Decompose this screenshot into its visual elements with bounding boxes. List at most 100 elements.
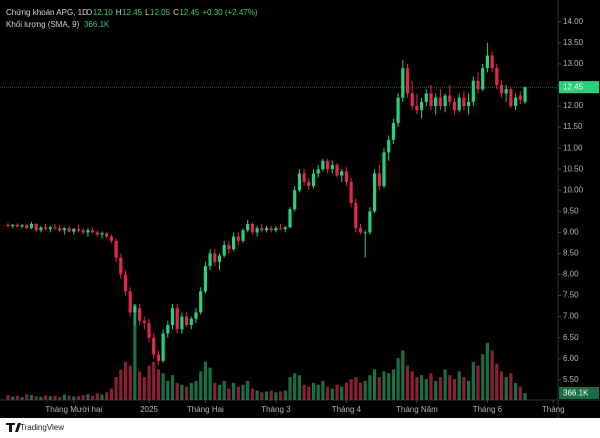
candle-body	[58, 228, 62, 231]
candle-body	[434, 97, 438, 107]
volume-bar	[373, 369, 377, 400]
volume-bar	[175, 382, 179, 400]
volume-bar	[100, 394, 104, 400]
header: Chứng khoán APG, 1D O 12.10 H 12.45 L 12.05 C 1…	[6, 8, 258, 29]
candle-body	[128, 291, 132, 313]
candle-body	[137, 308, 142, 321]
candle-body	[368, 211, 372, 233]
candle-body	[476, 80, 480, 90]
x-tick-label: Tháng 4	[332, 405, 362, 414]
title: Chứng khoán APG, 1D	[6, 8, 88, 17]
volume-bar	[307, 386, 311, 400]
candle-body	[175, 308, 179, 330]
volume-bar	[222, 380, 226, 400]
candle-body	[307, 181, 311, 187]
volume-bar	[184, 386, 189, 400]
x-tick-label: Tháng Mười hai	[45, 405, 102, 414]
volume-bar	[354, 377, 358, 400]
volume-bar	[429, 373, 433, 400]
candle-body	[316, 169, 320, 174]
ohlc-key: L	[145, 8, 150, 17]
candle-body	[401, 68, 405, 98]
x-tick-label: 2025	[140, 405, 158, 414]
y-tick-label: 13.00	[563, 59, 584, 68]
candle-body	[119, 257, 123, 275]
candle-body	[62, 228, 66, 231]
volume-bar	[485, 342, 490, 400]
volume-bar	[349, 379, 353, 400]
candle-body	[363, 232, 367, 234]
volume-bar	[518, 386, 522, 400]
volume-bar	[250, 388, 254, 400]
y-tick-label: 11.50	[563, 122, 583, 131]
volume-bar	[288, 377, 292, 400]
candle-body	[495, 68, 499, 86]
volume-bar	[43, 395, 48, 400]
volume-bar	[119, 369, 123, 400]
candle-body	[142, 320, 146, 323]
candle-body	[311, 173, 316, 187]
y-tick-label: 9.00	[563, 228, 579, 237]
candle-body	[114, 240, 118, 258]
candle-body	[283, 227, 287, 230]
volume-bar	[194, 380, 198, 400]
x-tick-label: Tháng Hai	[187, 405, 224, 414]
candle-body	[354, 202, 358, 229]
volume-bar	[241, 384, 245, 400]
candle-body	[438, 97, 443, 107]
candle-body	[81, 230, 85, 233]
candle-body	[424, 93, 428, 102]
candle-body	[264, 228, 269, 231]
volume-bar	[382, 371, 386, 400]
volume-bar	[227, 388, 231, 400]
volume-bar	[29, 395, 34, 400]
candle-body	[509, 89, 513, 107]
candle-body	[330, 165, 334, 170]
volume-bar	[415, 377, 419, 400]
volume-tag	[559, 387, 599, 400]
candle-body	[203, 266, 207, 292]
candle-body	[184, 316, 189, 326]
volume-bar	[25, 394, 29, 400]
candle-body	[100, 233, 104, 235]
x-tick-label: Tháng Năm	[396, 405, 438, 414]
candle-body	[382, 152, 386, 187]
candle-body	[34, 223, 38, 231]
y-tick-label: 13.50	[563, 38, 584, 47]
last-price-label: 12.45	[563, 83, 584, 92]
candle-body	[95, 232, 99, 235]
candle-body	[344, 171, 348, 182]
volume-bar	[128, 365, 132, 400]
candle-body	[246, 223, 250, 231]
volume-bar	[255, 390, 259, 400]
candle-body	[452, 101, 457, 111]
y-tick-label: 8.50	[563, 249, 579, 258]
volume-bar	[424, 379, 428, 400]
volume-bar	[387, 373, 391, 400]
volume-bar	[297, 375, 301, 400]
candle-body	[123, 274, 128, 292]
y-tick-label: 9.50	[563, 206, 579, 215]
volume-bar	[481, 354, 485, 400]
brand[interactable]: TradingView	[20, 423, 64, 432]
volume-title: Khối lượng (SMA, 9)	[6, 20, 80, 29]
candle-body	[11, 224, 15, 227]
volume-bar	[137, 371, 142, 400]
volume-bar	[208, 367, 212, 400]
volume-bar	[199, 371, 203, 400]
footer: TradingView	[6, 423, 64, 432]
volume-bar	[467, 380, 471, 400]
volume-bar	[462, 377, 466, 400]
candle-body	[260, 228, 264, 231]
x-tick-label: Tháng 6	[473, 405, 503, 414]
volume-bar	[81, 395, 85, 400]
volume-bar	[420, 375, 424, 400]
volume-bar	[217, 384, 222, 400]
candle-body	[485, 55, 490, 69]
candle-body	[109, 236, 113, 241]
volume-bar	[62, 394, 66, 400]
candle-body	[518, 95, 522, 100]
volume-bar	[363, 380, 367, 400]
plot	[0, 42, 558, 400]
volume-bar	[302, 384, 306, 400]
